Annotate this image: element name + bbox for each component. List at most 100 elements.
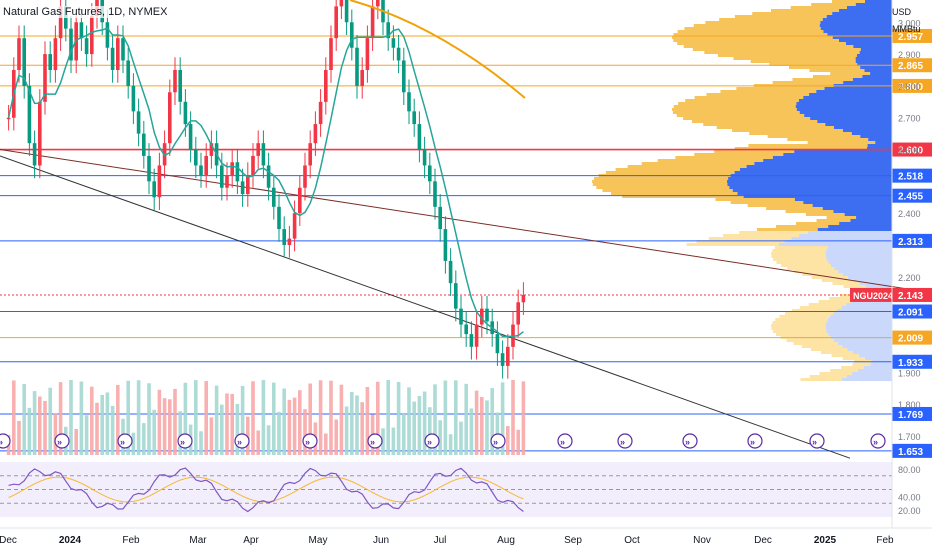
volume-bar (183, 382, 188, 455)
vp-row-blue (727, 183, 892, 186)
vp-row-value (852, 363, 871, 366)
vp-row-blue (867, 144, 892, 147)
volume-bar (27, 407, 32, 455)
volume-bar (256, 430, 260, 455)
vp-row-value (730, 201, 804, 204)
currency-label[interactable]: USD (892, 7, 912, 17)
candle-body (235, 162, 240, 182)
volume-bar (412, 401, 416, 455)
vp-row-blue (763, 159, 892, 162)
vp-row-value (831, 354, 859, 357)
volume-bar (162, 398, 167, 455)
vp-row-value (809, 375, 847, 378)
vp-row-value (708, 237, 792, 240)
vp-row-value (592, 183, 728, 186)
vp-row-blue (852, 372, 892, 375)
vp-row-blue (822, 207, 892, 210)
vp-row-value (772, 249, 827, 252)
vp-row-value (720, 90, 817, 93)
vp-row-blue (825, 252, 892, 255)
vp-row-blue (822, 18, 892, 21)
price-tick-label: 2.900 (898, 50, 921, 60)
candle-body (350, 22, 354, 48)
vp-row-blue (796, 102, 892, 105)
candle-body (48, 54, 52, 70)
vp-row-value (719, 18, 823, 21)
vp-row-value (678, 102, 797, 105)
ma-short-line (7, 27, 524, 338)
volume-bar (438, 420, 442, 455)
vp-row-value (794, 270, 839, 273)
vp-row-blue (827, 246, 892, 249)
candle-body (116, 38, 120, 70)
volume-bar (214, 385, 219, 455)
price-level-tag (892, 58, 932, 73)
vp-row-blue (826, 321, 892, 324)
vp-row-value (673, 105, 796, 108)
vp-row-blue (853, 45, 892, 48)
candle-body (199, 165, 203, 175)
trendlines (0, 149, 932, 459)
candle-body (454, 283, 458, 309)
candle-body (443, 229, 448, 261)
vp-row-blue (862, 75, 892, 78)
vp-row-blue (852, 78, 892, 81)
candle-body (370, 6, 375, 39)
vp-row-blue (844, 213, 892, 216)
time-axis[interactable]: Dec 2024 Feb Mar Apr May Jun Jul Aug Sep Oct Nov Dec… (0, 527, 932, 546)
event-marker-icon (177, 433, 193, 449)
candle-body (318, 101, 323, 125)
event-marker-icon (302, 433, 318, 449)
vp-row-blue (823, 30, 892, 33)
unit-label[interactable]: MMBtu (892, 24, 921, 34)
candle-body (121, 38, 125, 61)
vp-row-value (820, 351, 853, 354)
vp-row-blue (860, 66, 892, 69)
candle-body (32, 143, 37, 166)
vp-row-blue (734, 171, 892, 174)
vp-row-value (774, 246, 828, 249)
price-axis[interactable]: 2.957 2.865 2.800 2.600 2.518 2.455 2.313 2.091… (850, 0, 932, 528)
vp-row-value (802, 273, 843, 276)
vp-row-value (767, 135, 861, 138)
vp-row-value (792, 78, 853, 81)
volume-bar (490, 388, 494, 455)
vp-row-blue (870, 363, 892, 366)
candle-body (365, 38, 370, 70)
volume-bar (100, 394, 104, 455)
volume-bar (303, 409, 307, 455)
vp-row-value (816, 219, 851, 222)
rsi-tick-label: 40.00 (898, 492, 921, 502)
vp-row-blue (857, 63, 892, 66)
vp-row-value (772, 330, 827, 333)
time-tick-label: 2024 (59, 535, 82, 546)
volume-bar (105, 392, 110, 455)
price-level-label: 2.518 (898, 172, 923, 183)
vp-row-value (748, 144, 868, 147)
candle-body (251, 155, 255, 175)
vp-row-value (693, 24, 820, 27)
event-marker-icon (234, 433, 250, 449)
vp-row-value (733, 57, 856, 60)
candle-body (506, 346, 510, 366)
event-markers[interactable]: » » » » » » » » » » » » » » » (0, 433, 886, 449)
vp-row-blue (794, 198, 892, 201)
vp-row-blue (817, 228, 892, 231)
candle-body (448, 260, 453, 284)
vp-row-value (677, 30, 824, 33)
candle-body (459, 308, 463, 325)
volume-bar (391, 427, 396, 455)
vp-row-value (790, 6, 847, 9)
candle-body (480, 308, 484, 325)
price-tick-label: 3.000 (898, 18, 921, 28)
event-marker-glyph: » (237, 437, 242, 447)
vp-row-value (832, 282, 860, 285)
vp-row-blue (794, 150, 892, 153)
vp-row-value (776, 333, 829, 336)
candle-body (376, 0, 380, 7)
volume-bar (32, 391, 37, 455)
candle-body (428, 165, 432, 182)
event-marker-icon (117, 433, 133, 449)
vp-row-blue (846, 303, 892, 306)
